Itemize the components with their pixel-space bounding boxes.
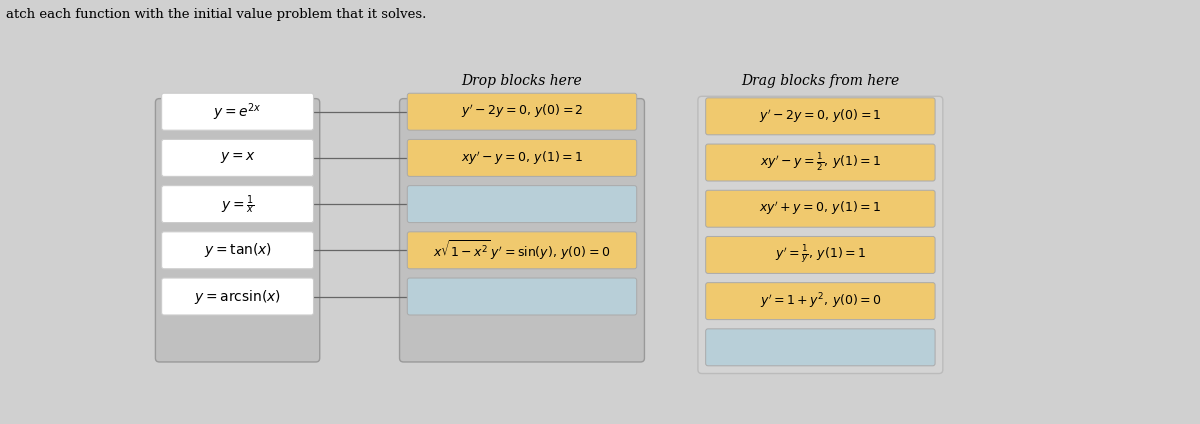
Text: $y = \arcsin(x)$: $y = \arcsin(x)$	[194, 287, 281, 306]
FancyBboxPatch shape	[407, 278, 637, 315]
Text: Drop blocks here: Drop blocks here	[462, 74, 582, 88]
Text: $xy' + y = 0,\, y(1) = 1$: $xy' + y = 0,\, y(1) = 1$	[760, 200, 882, 218]
Text: $y = \tan(x)$: $y = \tan(x)$	[204, 241, 271, 259]
FancyBboxPatch shape	[162, 278, 313, 315]
Text: $xy' - y = 0,\, y(1) = 1$: $xy' - y = 0,\, y(1) = 1$	[461, 149, 583, 167]
Text: $y' - 2y = 0,\, y(0) = 2$: $y' - 2y = 0,\, y(0) = 2$	[461, 103, 583, 120]
FancyBboxPatch shape	[706, 190, 935, 227]
FancyBboxPatch shape	[162, 139, 313, 176]
Text: $x\sqrt{1-x^2}\,y' = \sin(y),\, y(0) = 0$: $x\sqrt{1-x^2}\,y' = \sin(y),\, y(0) = 0…	[433, 238, 611, 262]
Text: atch each function with the initial value problem that it solves.: atch each function with the initial valu…	[6, 8, 426, 22]
FancyBboxPatch shape	[706, 329, 935, 366]
Text: $y = e^{2x}$: $y = e^{2x}$	[214, 101, 262, 123]
Text: $y' - 2y = 0,\, y(0) = 1$: $y' - 2y = 0,\, y(0) = 1$	[760, 108, 882, 125]
Text: $y' = 1 + y^2,\, y(0) = 0$: $y' = 1 + y^2,\, y(0) = 0$	[760, 291, 881, 311]
Text: $y = \frac{1}{x}$: $y = \frac{1}{x}$	[221, 192, 254, 215]
FancyBboxPatch shape	[407, 93, 637, 130]
FancyBboxPatch shape	[706, 283, 935, 320]
FancyBboxPatch shape	[706, 237, 935, 273]
FancyBboxPatch shape	[407, 186, 637, 223]
Text: $y' = \frac{1}{y},\, y(1) = 1$: $y' = \frac{1}{y},\, y(1) = 1$	[775, 244, 866, 266]
FancyBboxPatch shape	[407, 232, 637, 269]
FancyBboxPatch shape	[156, 99, 319, 362]
FancyBboxPatch shape	[162, 186, 313, 223]
FancyBboxPatch shape	[407, 139, 637, 176]
Text: Drag blocks from here: Drag blocks from here	[742, 74, 900, 88]
FancyBboxPatch shape	[706, 144, 935, 181]
Text: $y = x$: $y = x$	[220, 151, 256, 165]
FancyBboxPatch shape	[698, 96, 943, 374]
Text: $xy' - y = \frac{1}{2},\, y(1) = 1$: $xy' - y = \frac{1}{2},\, y(1) = 1$	[760, 151, 881, 173]
FancyBboxPatch shape	[706, 98, 935, 135]
FancyBboxPatch shape	[162, 232, 313, 269]
FancyBboxPatch shape	[162, 93, 313, 130]
FancyBboxPatch shape	[400, 99, 644, 362]
